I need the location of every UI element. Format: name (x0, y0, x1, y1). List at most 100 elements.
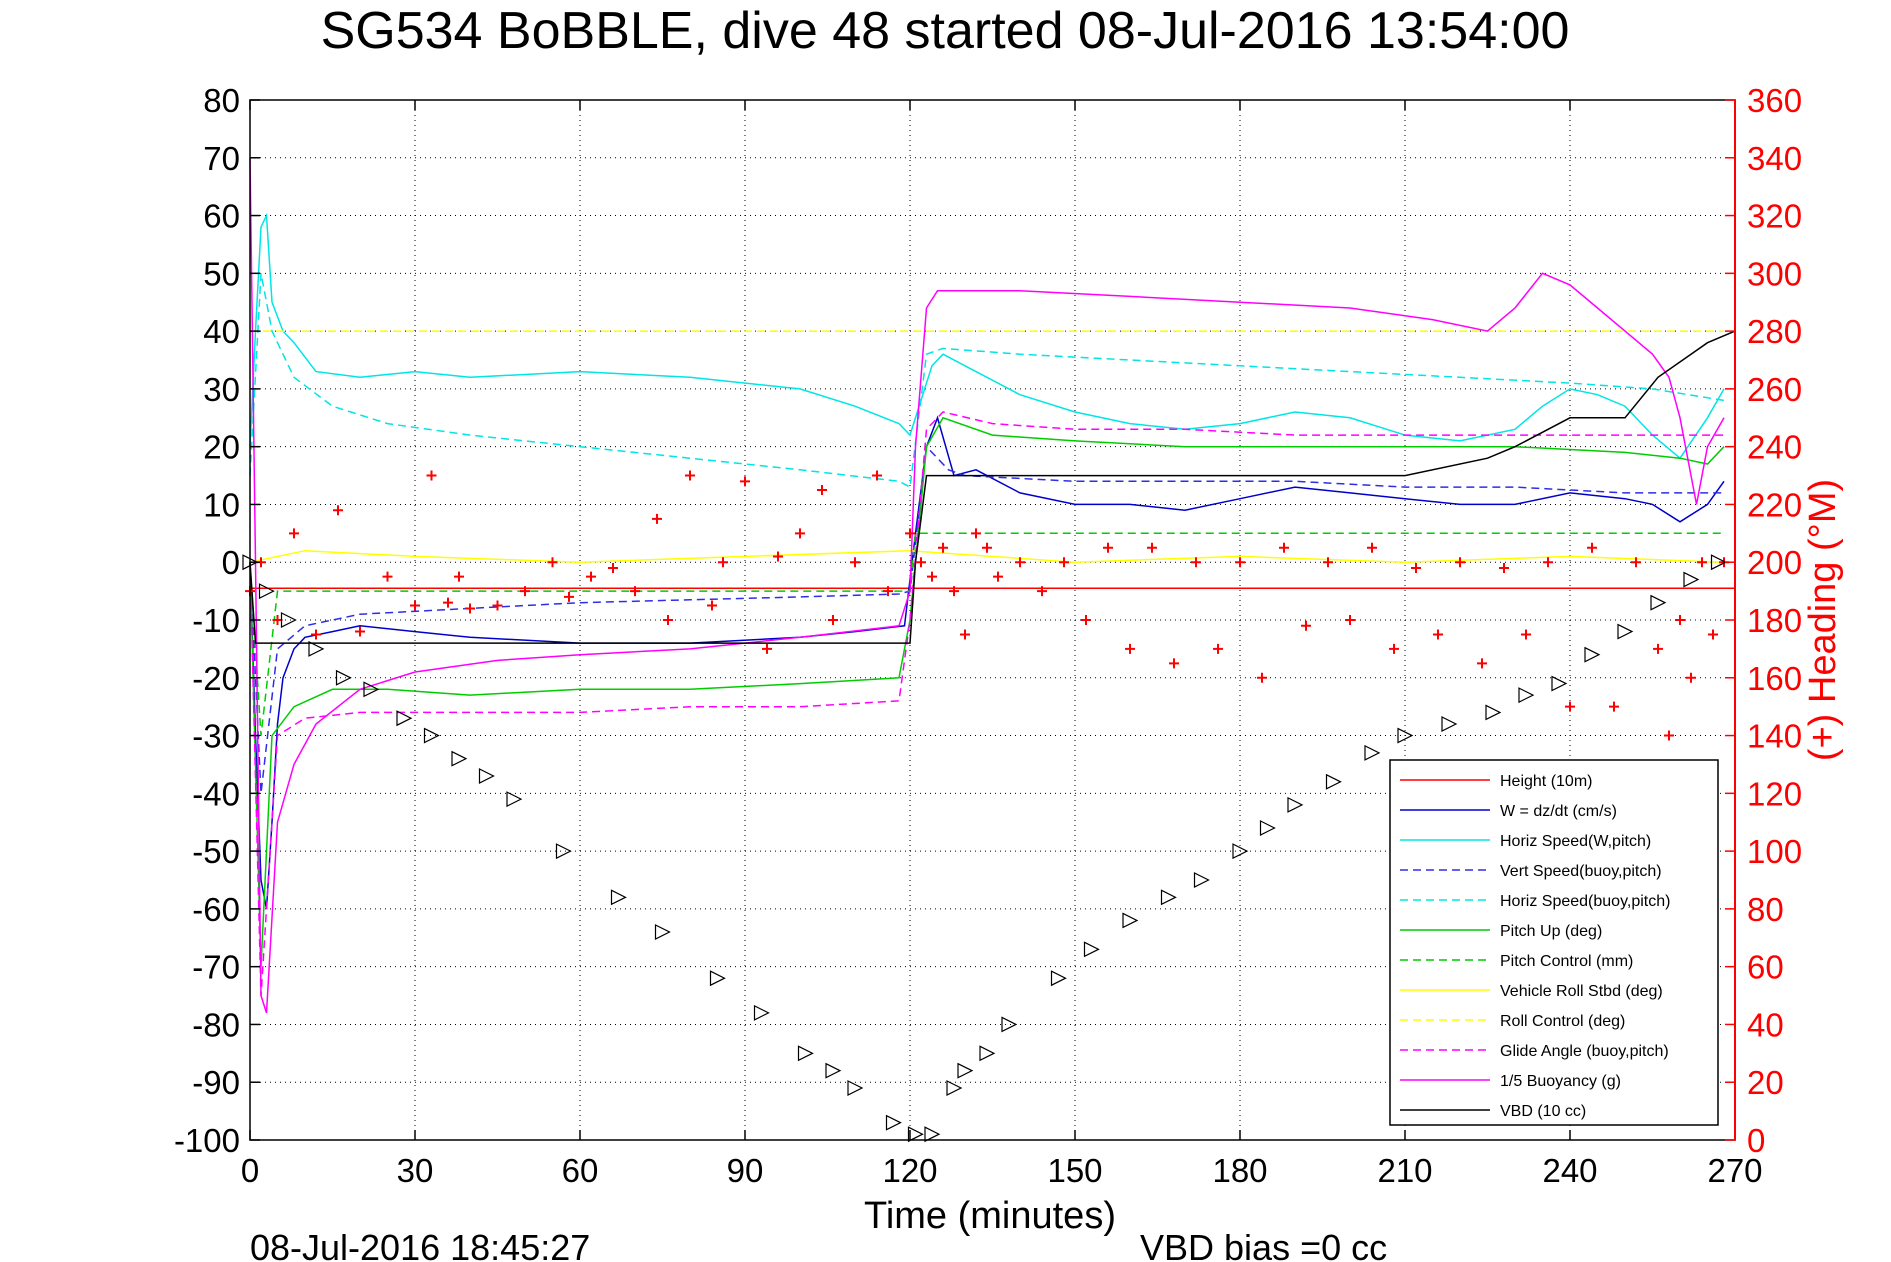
x-tick-label: 150 (1047, 1152, 1102, 1189)
legend-label-horiz-speed-w-pitch: Horiz Speed(W,pitch) (1500, 833, 1651, 850)
legend-label-horiz-speed-buoy-pitch: Horiz Speed(buoy,pitch) (1500, 893, 1670, 910)
y-tick-label-right: 340 (1747, 140, 1802, 177)
series-layer (242, 157, 1736, 1143)
heading-point (1686, 672, 1696, 683)
legend-label-w-dz-dt-cm-s: W = dz/dt (cm/s) (1500, 803, 1617, 820)
chart-title: SG534 BoBBLE, dive 48 started 08-Jul-201… (321, 2, 1570, 60)
heading-point (333, 505, 343, 516)
heading-point (938, 542, 948, 553)
legend-label-pitch-control-mm: Pitch Control (mm) (1500, 953, 1633, 970)
y-tick-label-right: 320 (1747, 198, 1802, 235)
y-tick-label-right: 120 (1747, 775, 1802, 812)
depth-marker (1397, 727, 1414, 744)
heading-point (1664, 730, 1674, 741)
heading-point (817, 485, 827, 495)
x-tick-label: 180 (1212, 1152, 1267, 1189)
x-tick-label: 240 (1542, 1152, 1597, 1189)
y-tick-label-right: 20 (1747, 1064, 1784, 1101)
heading-point (1477, 658, 1487, 669)
depth-marker (1050, 970, 1067, 987)
heading-point (993, 571, 1003, 582)
y-tick-label-right: 240 (1747, 429, 1802, 466)
heading-point (718, 557, 728, 568)
y-tick-label-left: 30 (203, 371, 240, 408)
series-horiz-speed-w-pitch (249, 212, 1725, 460)
x-tick-label: 270 (1707, 1152, 1762, 1189)
depth-marker (396, 710, 413, 727)
heading-point (454, 571, 464, 582)
footer-timestamp: 08-Jul-2016 18:45:27 (250, 1227, 590, 1262)
heading-point (355, 626, 365, 637)
series-glide-angle-buoy-pitch (249, 411, 1724, 996)
heading-point (762, 643, 772, 654)
y-tick-label-right: 200 (1747, 544, 1802, 581)
depth-marker (451, 750, 468, 767)
heading-point (608, 563, 618, 573)
depth-marker (1551, 675, 1568, 692)
depth-marker (610, 889, 627, 906)
heading-point (927, 571, 937, 582)
heading-point (960, 629, 970, 640)
depth-marker (478, 768, 495, 784)
depth-marker (654, 924, 671, 940)
heading-point (1609, 701, 1619, 712)
series-depth-markers (242, 554, 1727, 1143)
y-tick-label-left: 10 (203, 486, 240, 523)
heading-point (1015, 557, 1025, 568)
y-axis-label-right: (+) Heading (°M) (1802, 479, 1844, 761)
y-tick-label-left: -20 (192, 660, 240, 697)
y-tick-label-left: -70 (192, 949, 240, 986)
depth-marker (979, 1045, 996, 1062)
depth-marker (1259, 820, 1276, 836)
y-tick-label-left: 60 (203, 198, 240, 235)
heading-point (564, 591, 574, 602)
y-tick-label-right: 40 (1747, 1006, 1784, 1043)
x-tick-label: 120 (882, 1152, 937, 1189)
y-tick-label-right: 160 (1747, 660, 1802, 697)
x-axis-label: Time (minutes) (864, 1195, 1116, 1237)
legend-label-1-5-buoyancy-g: 1/5 Buoyancy (g) (1500, 1073, 1621, 1090)
footer-vbd-bias: VBD bias =0 cc (1140, 1227, 1387, 1262)
y-tick-label-left: -40 (192, 775, 240, 812)
heading-point (1697, 557, 1707, 568)
x-tick-label: 30 (397, 1152, 434, 1189)
depth-marker (1160, 889, 1177, 906)
depth-marker (308, 640, 325, 657)
plot-area: 0 30 60 90 120 150 180 210 240 270 80 70 60 50 40 30 20 1… (174, 82, 1802, 1189)
heading-point (1301, 620, 1311, 631)
depth-marker (847, 1080, 864, 1096)
y-tick-label-left: -60 (192, 891, 240, 928)
depth-marker (709, 970, 726, 987)
legend-label-pitch-up-deg: Pitch Up (deg) (1500, 923, 1602, 940)
y-tick-label-left: 70 (203, 140, 240, 177)
heading-point (630, 586, 640, 597)
depth-marker (924, 1126, 941, 1143)
depth-marker (1485, 704, 1502, 721)
depth-marker (1083, 941, 1100, 958)
x-tick-label: 60 (562, 1152, 599, 1189)
depth-marker (907, 1126, 924, 1143)
y-tick-label-left: -50 (192, 833, 240, 870)
x-tick-label: 90 (727, 1152, 764, 1189)
heading-point (1433, 629, 1443, 640)
heading-point (382, 571, 393, 582)
depth-marker (1710, 554, 1727, 571)
heading-point (1037, 586, 1047, 597)
heading-point (586, 571, 596, 582)
heading-point (795, 528, 805, 539)
heading-point (289, 528, 299, 539)
y-tick-label-left: -30 (192, 718, 240, 755)
x-tick-label: 0 (241, 1152, 259, 1189)
heading-point (740, 476, 750, 487)
heading-point (410, 600, 420, 611)
depth-marker (753, 1004, 770, 1021)
legend-label-vbd-10-cc: VBD (10 cc) (1500, 1103, 1586, 1120)
y-tick-label-right: 300 (1747, 255, 1802, 292)
heading-point (773, 551, 783, 562)
y-tick-label-left: 20 (203, 429, 240, 466)
heading-point (1191, 557, 1201, 568)
depth-marker (1364, 744, 1381, 761)
y-tick-label-left: 0 (222, 544, 240, 581)
y-tick-label-left: -10 (192, 602, 240, 639)
